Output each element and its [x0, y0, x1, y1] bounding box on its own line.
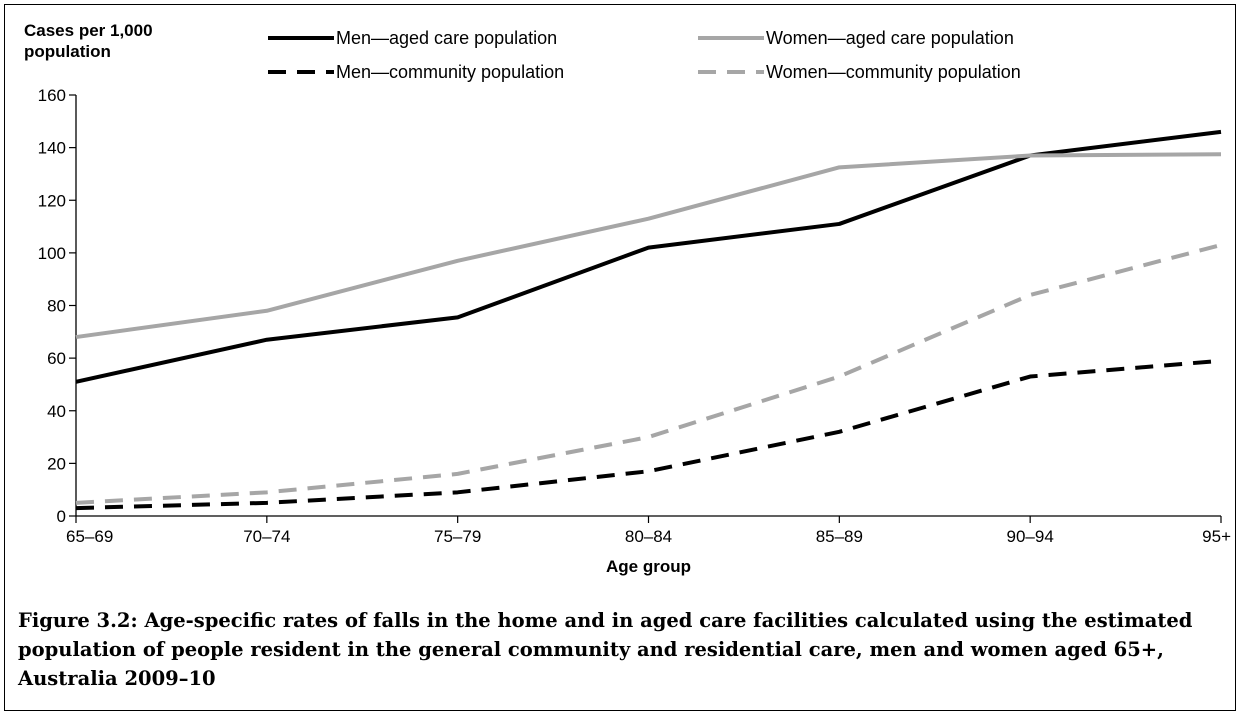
y-tick-label: 80 — [47, 297, 66, 316]
legend-label-men-community-population: Men—community population — [336, 62, 564, 82]
y-axis-title: Cases per 1,000 population — [24, 21, 153, 61]
x-tick-label: 90–94 — [1007, 527, 1054, 546]
y-tick-label: 100 — [38, 244, 66, 263]
figure-caption: Figure 3.2: Age-specific rates of falls … — [18, 609, 1193, 690]
legend: Men—aged care population Women—aged care … — [268, 28, 1021, 82]
x-tick-label: 70–74 — [243, 527, 290, 546]
figure-frame — [4, 4, 1236, 711]
x-axis-title: Age group — [606, 557, 691, 576]
y-axis-title-line: population — [24, 42, 111, 61]
series-line-men-community-population — [75, 358, 1222, 511]
x-tick-label: 80–84 — [625, 527, 672, 546]
legend-label-women-community-population: Women—community population — [766, 62, 1021, 82]
y-axis-title-line: Cases per 1,000 — [24, 21, 153, 40]
y-tick-label: 160 — [38, 86, 66, 105]
y-tick-label: 140 — [38, 139, 66, 158]
line-chart: Cases per 1,000 population Men—aged care … — [24, 21, 1231, 576]
x-ticks: 65–69 70–74 75–79 80–84 85–89 90–94 95+ — [66, 516, 1231, 546]
x-tick-label: 85–89 — [816, 527, 863, 546]
series-line-women-community-population — [75, 243, 1222, 505]
x-tick-label: 95+ — [1202, 527, 1231, 546]
y-tick-label: 0 — [57, 507, 66, 526]
series-line-women-aged-care-population — [75, 152, 1222, 340]
x-tick-label: 65–69 — [66, 527, 113, 546]
legend-label-women-aged-care-population: Women—aged care population — [766, 28, 1014, 48]
y-tick-label: 60 — [47, 349, 66, 368]
y-ticks: 0 20 40 60 80 100 120 140 160 — [38, 86, 76, 526]
series-line-men-aged-care-population — [75, 129, 1222, 384]
y-tick-label: 40 — [47, 402, 66, 421]
y-tick-label: 120 — [38, 191, 66, 210]
x-tick-label: 75–79 — [434, 527, 481, 546]
series-lines — [75, 129, 1222, 511]
axes — [75, 95, 1221, 517]
y-tick-label: 20 — [47, 454, 66, 473]
legend-label-men-aged-care-population: Men—aged care population — [336, 28, 557, 48]
